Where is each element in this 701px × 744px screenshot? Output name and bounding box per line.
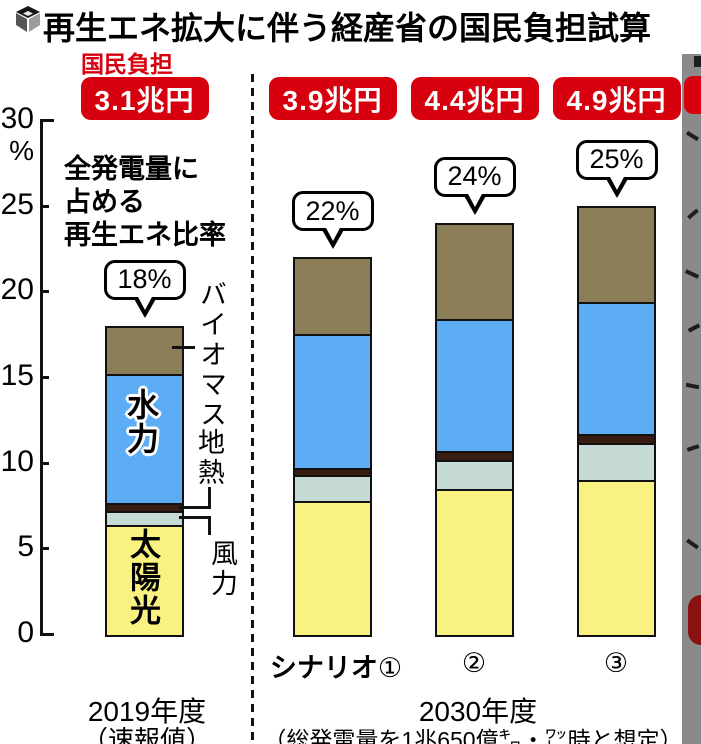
share-callout-pointer-fill bbox=[466, 191, 483, 207]
strip-glyph-fragment bbox=[687, 208, 699, 220]
segment-wind bbox=[437, 460, 512, 489]
scenario-2-label: ② bbox=[461, 648, 487, 678]
y-axis-tick bbox=[40, 633, 54, 636]
wind-leader-vertical bbox=[208, 516, 211, 535]
hydro-inbar-label: 水力 bbox=[123, 388, 159, 456]
section-divider-dashed-line bbox=[251, 74, 254, 744]
strip-red-badge-fragment bbox=[684, 76, 701, 114]
segment-geothermal bbox=[437, 451, 512, 461]
scenario-3-label: ③ bbox=[603, 648, 629, 678]
segment-wind bbox=[107, 511, 182, 525]
chart-title: 再生エネ拡大に伴う経産省の国民負担試算 bbox=[43, 10, 652, 46]
y-axis-tick bbox=[40, 461, 49, 465]
bar-scenario-1 bbox=[293, 257, 372, 637]
y-axis-tick bbox=[40, 376, 49, 380]
y-axis-tick bbox=[40, 290, 49, 294]
bar-scenario-3 bbox=[577, 205, 656, 637]
strip-glyph-fragment bbox=[687, 323, 701, 333]
strip-glyph-fragment bbox=[686, 538, 699, 550]
segment-hydro bbox=[295, 334, 370, 469]
strip-glyph-fragment bbox=[685, 130, 700, 142]
strip-glyph-fragment bbox=[694, 56, 701, 67]
biomass-leader-line bbox=[172, 346, 195, 349]
segment-biomass bbox=[579, 207, 654, 302]
segment-biomass bbox=[437, 224, 512, 319]
cube-icon bbox=[15, 5, 41, 38]
wind-label: 風力 bbox=[207, 539, 237, 599]
ratio-note-line3: 再生エネ比率 bbox=[64, 220, 226, 250]
segment-hydro bbox=[437, 318, 512, 452]
y-tick-label: 20 bbox=[0, 273, 34, 307]
y-tick-label: 30 bbox=[0, 102, 34, 136]
scenario-prefix: シナリオ bbox=[269, 653, 378, 683]
segment-solar bbox=[579, 480, 654, 635]
strip-glyph-fragment bbox=[685, 382, 700, 390]
strip-glyph-fragment bbox=[686, 444, 700, 452]
geothermal-leader-horizontal bbox=[179, 506, 211, 509]
burden-badge: 4.9兆円 bbox=[552, 77, 681, 120]
segment-solar bbox=[437, 488, 512, 635]
share-callout: 22% bbox=[291, 191, 374, 232]
burden-badge: 3.9兆円 bbox=[268, 77, 397, 120]
segment-hydro bbox=[579, 301, 654, 435]
segment-hydro bbox=[107, 374, 182, 503]
scenario-1-label: シナリオ① bbox=[256, 646, 416, 685]
y-tick-label: 10 bbox=[0, 444, 34, 478]
burden-badge: 3.1兆円 bbox=[80, 77, 209, 120]
segment-geothermal bbox=[107, 502, 182, 512]
solar-inbar-label: 太陽光 bbox=[125, 528, 160, 627]
left-year-subnote: （速報値） bbox=[81, 725, 212, 744]
y-axis-tick bbox=[40, 204, 49, 208]
y-axis-tick bbox=[40, 547, 49, 551]
segment-solar bbox=[295, 500, 370, 635]
right-year-label: 2030年度 bbox=[418, 696, 538, 727]
share-callout: 25% bbox=[575, 139, 658, 180]
scenario-number-1: ① bbox=[377, 653, 403, 683]
right-year-subnote: （総発電量を1兆650億㌔・㍗時と想定） bbox=[263, 727, 683, 744]
segment-biomass bbox=[295, 259, 370, 335]
strip-glyph-fragment bbox=[684, 269, 700, 279]
geothermal-label: 地熱 bbox=[194, 428, 224, 488]
y-axis-tick bbox=[40, 119, 54, 123]
ratio-note: 全発電量に 占める 再生エネ比率 bbox=[64, 153, 226, 252]
share-callout-pointer-fill bbox=[136, 294, 153, 310]
y-tick-label: 25 bbox=[0, 187, 34, 221]
strip-red-circle-fragment bbox=[688, 595, 701, 645]
segment-wind bbox=[295, 475, 370, 501]
y-axis-unit-label: % bbox=[9, 135, 34, 167]
y-tick-label: 15 bbox=[0, 359, 34, 393]
burden-badge: 4.4兆円 bbox=[410, 77, 539, 120]
segment-geothermal bbox=[295, 468, 370, 476]
biomass-label: バイオマス bbox=[196, 280, 226, 430]
share-callout-pointer-fill bbox=[608, 174, 625, 190]
y-tick-label: 5 bbox=[17, 530, 34, 564]
segment-biomass bbox=[107, 327, 182, 375]
ratio-note-line1: 全発電量に bbox=[64, 154, 199, 184]
segment-solar bbox=[107, 524, 182, 635]
share-callout: 18% bbox=[103, 259, 186, 300]
burden-caption: 国民負担 bbox=[81, 51, 173, 77]
ratio-note-line2: 占める bbox=[64, 187, 145, 217]
bar-scenario-2 bbox=[435, 222, 514, 637]
left-year-label: 2019年度 bbox=[87, 696, 207, 727]
wind-leader-horizontal bbox=[179, 516, 211, 519]
share-callout-pointer-fill bbox=[324, 226, 341, 242]
bar-2019 bbox=[105, 325, 184, 637]
cropped-newspaper-strip bbox=[682, 54, 701, 744]
y-tick-label: 0 bbox=[17, 616, 34, 649]
share-callout: 24% bbox=[433, 156, 516, 197]
segment-geothermal bbox=[579, 434, 654, 444]
geothermal-leader-vertical bbox=[208, 487, 211, 508]
segment-wind bbox=[579, 443, 654, 481]
